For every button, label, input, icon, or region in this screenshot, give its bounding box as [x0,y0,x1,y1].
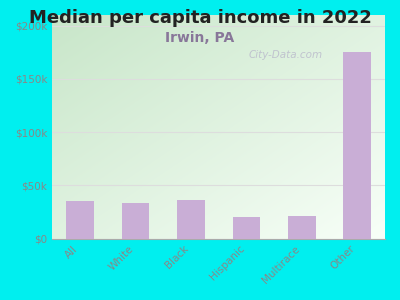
Bar [122,202,149,239]
Text: Irwin, PA: Irwin, PA [165,32,235,46]
Text: City-Data.com: City-Data.com [248,50,322,60]
Bar [66,202,94,239]
Bar [232,218,260,239]
Bar [344,52,371,239]
Bar [288,216,316,239]
Bar [177,200,205,239]
Text: Median per capita income in 2022: Median per capita income in 2022 [28,9,372,27]
